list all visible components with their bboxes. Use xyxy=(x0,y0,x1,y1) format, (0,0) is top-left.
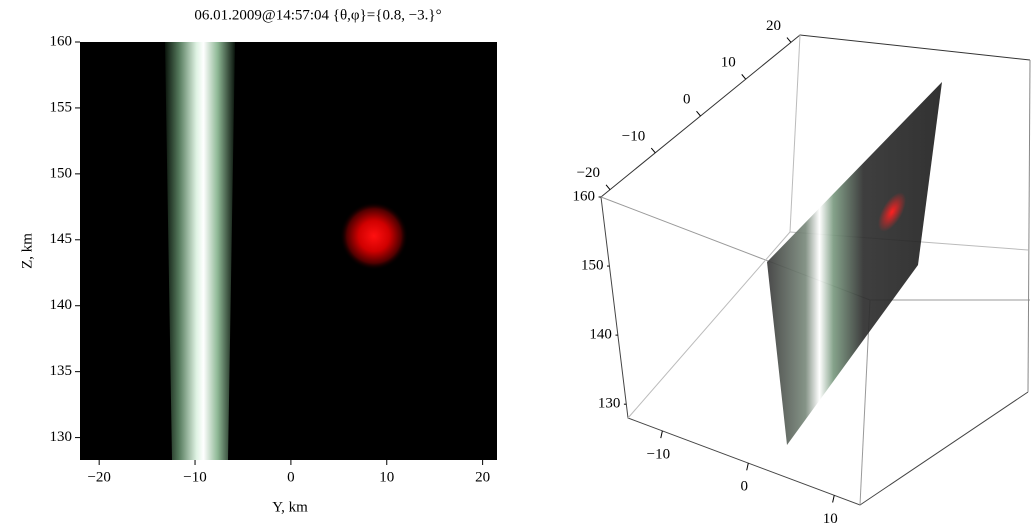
y-tick-label: 135 xyxy=(50,363,73,379)
z-tick-label: 130 xyxy=(598,396,621,412)
y-tick-label: 150 xyxy=(50,165,73,181)
x-tick-label: 0 xyxy=(683,91,691,107)
y-axis-label: Z, km xyxy=(19,233,35,269)
y-tick-label: −10 xyxy=(647,446,670,462)
y-tick-label: 0 xyxy=(741,479,749,495)
y-tick-label: 160 xyxy=(50,33,73,49)
y-tick-label: 140 xyxy=(50,297,73,313)
y-tick-label: 10 xyxy=(823,511,838,524)
red-spot xyxy=(340,202,408,270)
x-tick xyxy=(606,185,610,190)
x-tick-label: −10 xyxy=(183,469,206,485)
y-tick xyxy=(747,463,749,470)
x-tick xyxy=(697,111,701,116)
plume xyxy=(165,42,235,460)
x-tick-label: 20 xyxy=(475,469,490,485)
z-tick-label: 140 xyxy=(589,327,612,343)
x-tick-label: −20 xyxy=(577,165,600,181)
x-tick-label: 10 xyxy=(379,469,394,485)
x-tick-label: 0 xyxy=(287,469,295,485)
plot-area xyxy=(80,42,497,460)
figure: 06.01.2009@14:57:04 {θ,φ}={0.8, −3.}° Y,… xyxy=(0,0,1033,524)
y-tick xyxy=(661,431,663,438)
slice xyxy=(767,82,942,445)
y-tick-label: 155 xyxy=(50,99,73,115)
x-tick xyxy=(787,38,791,43)
z-tick-label: 150 xyxy=(581,258,604,274)
x-tick-label: −10 xyxy=(622,128,645,144)
x-tick xyxy=(742,74,746,79)
y-tick xyxy=(833,495,835,502)
z-tick-label: 160 xyxy=(573,188,596,204)
x-axis-label: Y, km xyxy=(272,499,308,515)
x-tick-label: −20 xyxy=(87,469,110,485)
y-tick-label: 130 xyxy=(50,429,73,445)
x-tick xyxy=(651,148,655,153)
x-tick-label: 10 xyxy=(721,55,736,71)
x-tick-label: 20 xyxy=(766,18,781,34)
chart-title: 06.01.2009@14:57:04 {θ,φ}={0.8, −3.}° xyxy=(194,7,441,23)
y-tick-label: 145 xyxy=(50,231,73,247)
